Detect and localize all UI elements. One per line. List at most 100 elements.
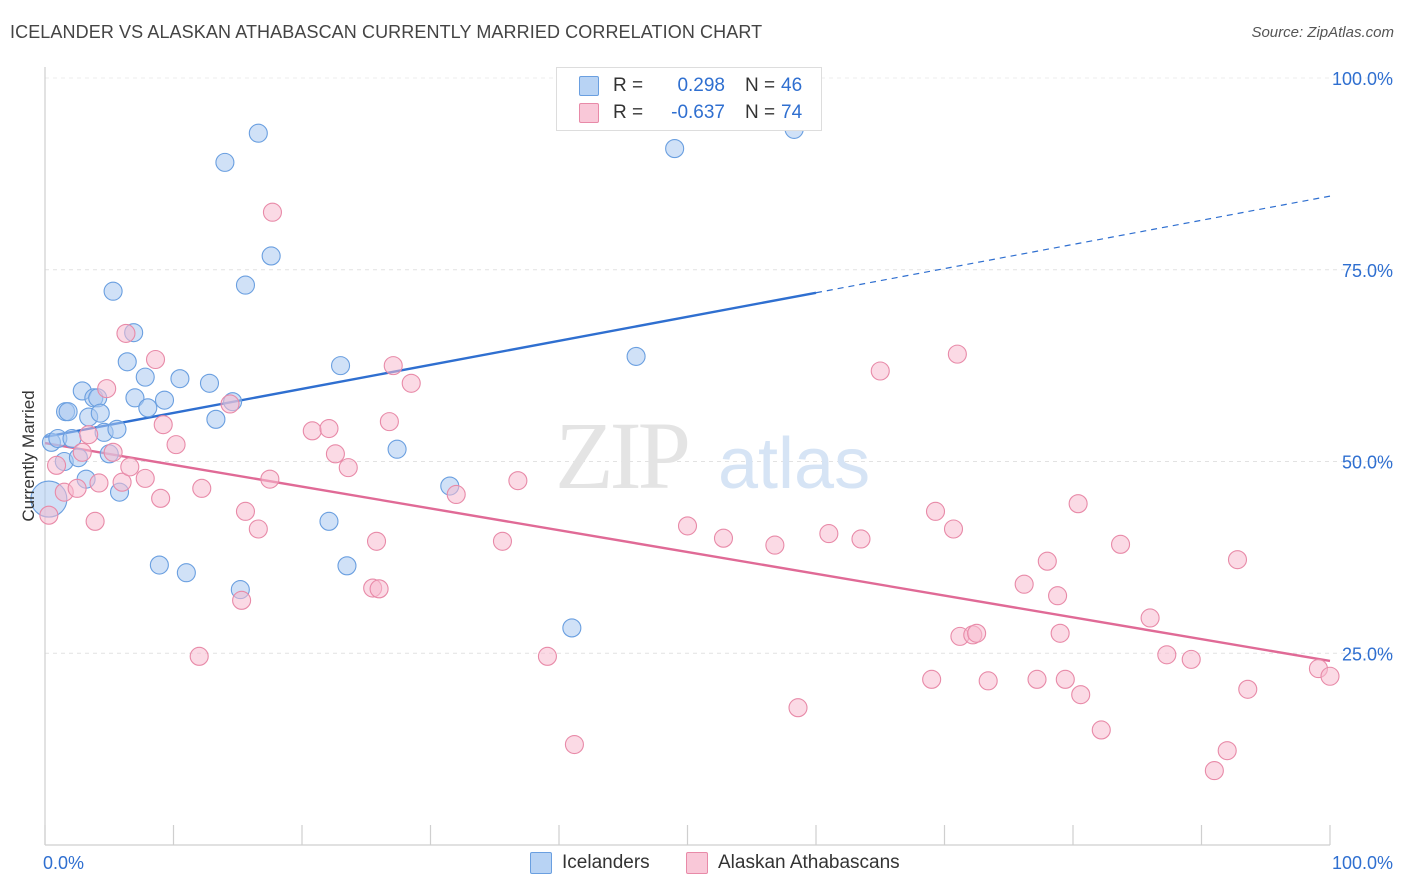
point-athabascans (1181, 649, 1201, 669)
point-icelanders (387, 439, 407, 459)
point-athabascans (1238, 679, 1258, 699)
point-athabascans (537, 646, 557, 666)
point-athabascans (677, 516, 698, 536)
point-athabascans (338, 458, 358, 478)
point-icelanders (117, 352, 137, 372)
watermark: ZIP atlas (555, 402, 870, 509)
trend-line-icelanders (44, 291, 817, 439)
point-athabascans (97, 379, 117, 399)
watermark-zip: ZIP (555, 402, 688, 509)
source-label: Source: ZipAtlas.com (1251, 24, 1394, 41)
watermark-atlas: atlas (718, 424, 870, 504)
legend-r-label: R = (613, 75, 644, 96)
series-swatch-icelanders (530, 852, 552, 874)
legend-n-label: N = (745, 75, 776, 96)
point-athabascans (1027, 669, 1047, 689)
legend-n-value: 46 (781, 75, 803, 96)
point-athabascans (89, 473, 109, 493)
trend-line-athabascans (44, 441, 1331, 663)
point-athabascans (1068, 494, 1088, 514)
stats-legend: R = 0.298 N = 46 R = -0.637 N = 74 (556, 67, 822, 131)
point-athabascans (189, 646, 209, 666)
point-athabascans (564, 734, 584, 755)
point-athabascans (1091, 720, 1111, 740)
x-tick-label-end: 100.0% (1332, 853, 1393, 873)
point-icelanders (170, 369, 190, 389)
point-athabascans (145, 349, 166, 370)
legend-r-label: R = (613, 102, 644, 123)
point-athabascans (1050, 623, 1070, 643)
point-athabascans (379, 412, 399, 432)
point-athabascans (120, 457, 140, 477)
series-swatch-athabascans (686, 852, 708, 874)
chart-title: ICELANDER VS ALASKAN ATHABASCAN CURRENTL… (10, 22, 763, 42)
point-athabascans (1048, 586, 1068, 606)
point-icelanders (206, 409, 226, 429)
series-label-icelanders: Icelanders (562, 852, 650, 873)
point-athabascans (765, 535, 785, 555)
point-athabascans (325, 444, 345, 464)
axes (44, 67, 1331, 846)
point-athabascans (67, 478, 87, 498)
point-athabascans (1071, 685, 1091, 705)
point-icelanders (135, 367, 155, 387)
point-icelanders (107, 419, 127, 439)
point-icelanders (125, 388, 145, 408)
point-athabascans (1110, 534, 1131, 554)
point-athabascans (819, 524, 839, 544)
point-athabascans (508, 471, 528, 491)
legend-r-value: -0.637 (671, 102, 725, 123)
point-icelanders (176, 563, 196, 583)
trend-extension-icelanders (815, 195, 1331, 294)
point-athabascans (72, 442, 92, 462)
point-athabascans (1055, 669, 1075, 689)
point-icelanders (58, 402, 78, 422)
point-athabascans (978, 671, 998, 691)
point-athabascans (153, 415, 173, 435)
legend-n-label: N = (745, 102, 776, 123)
point-athabascans (103, 442, 123, 462)
series-legend-icelanders: Icelanders (530, 852, 650, 874)
series-label-athabascans: Alaskan Athabascans (718, 852, 900, 873)
point-icelanders (665, 139, 685, 159)
point-athabascans (713, 528, 734, 548)
point-athabascans (262, 202, 282, 222)
point-athabascans (870, 361, 890, 381)
point-athabascans (369, 579, 389, 599)
point-icelanders (154, 390, 175, 410)
legend-r-value: 0.298 (677, 75, 725, 96)
point-icelanders (149, 555, 169, 575)
point-icelanders (319, 511, 339, 531)
point-icelanders (103, 281, 123, 301)
point-athabascans (135, 468, 155, 488)
point-athabascans (151, 488, 171, 508)
legend-row-icelanders: R = 0.298 N = 46 (579, 74, 802, 98)
point-athabascans (922, 669, 942, 689)
point-icelanders (199, 373, 220, 393)
y-tick-label: 100.0% (1332, 69, 1393, 89)
point-athabascans (1320, 666, 1340, 686)
point-athabascans (166, 435, 186, 455)
point-athabascans (192, 478, 212, 498)
point-athabascans (446, 484, 466, 505)
point-athabascans (1037, 551, 1057, 571)
legend-row-athabascans: R = -0.637 N = 74 (579, 101, 802, 125)
point-icelanders (138, 398, 158, 418)
x-tick-label-start: 0.0% (43, 853, 84, 873)
trend-lines (44, 195, 1331, 663)
point-icelanders (261, 246, 281, 266)
point-athabascans (1227, 550, 1248, 570)
point-athabascans (1217, 741, 1237, 761)
point-athabascans (366, 531, 387, 551)
point-athabascans (1157, 645, 1177, 665)
point-icelanders (235, 275, 256, 295)
point-athabascans (947, 344, 967, 364)
point-athabascans (383, 356, 403, 376)
point-athabascans (116, 323, 136, 343)
point-athabascans (401, 373, 421, 393)
point-athabascans (1014, 574, 1034, 594)
point-athabascans (235, 501, 256, 521)
point-athabascans (1140, 608, 1160, 628)
point-athabascans (492, 531, 513, 551)
point-athabascans (788, 698, 808, 718)
